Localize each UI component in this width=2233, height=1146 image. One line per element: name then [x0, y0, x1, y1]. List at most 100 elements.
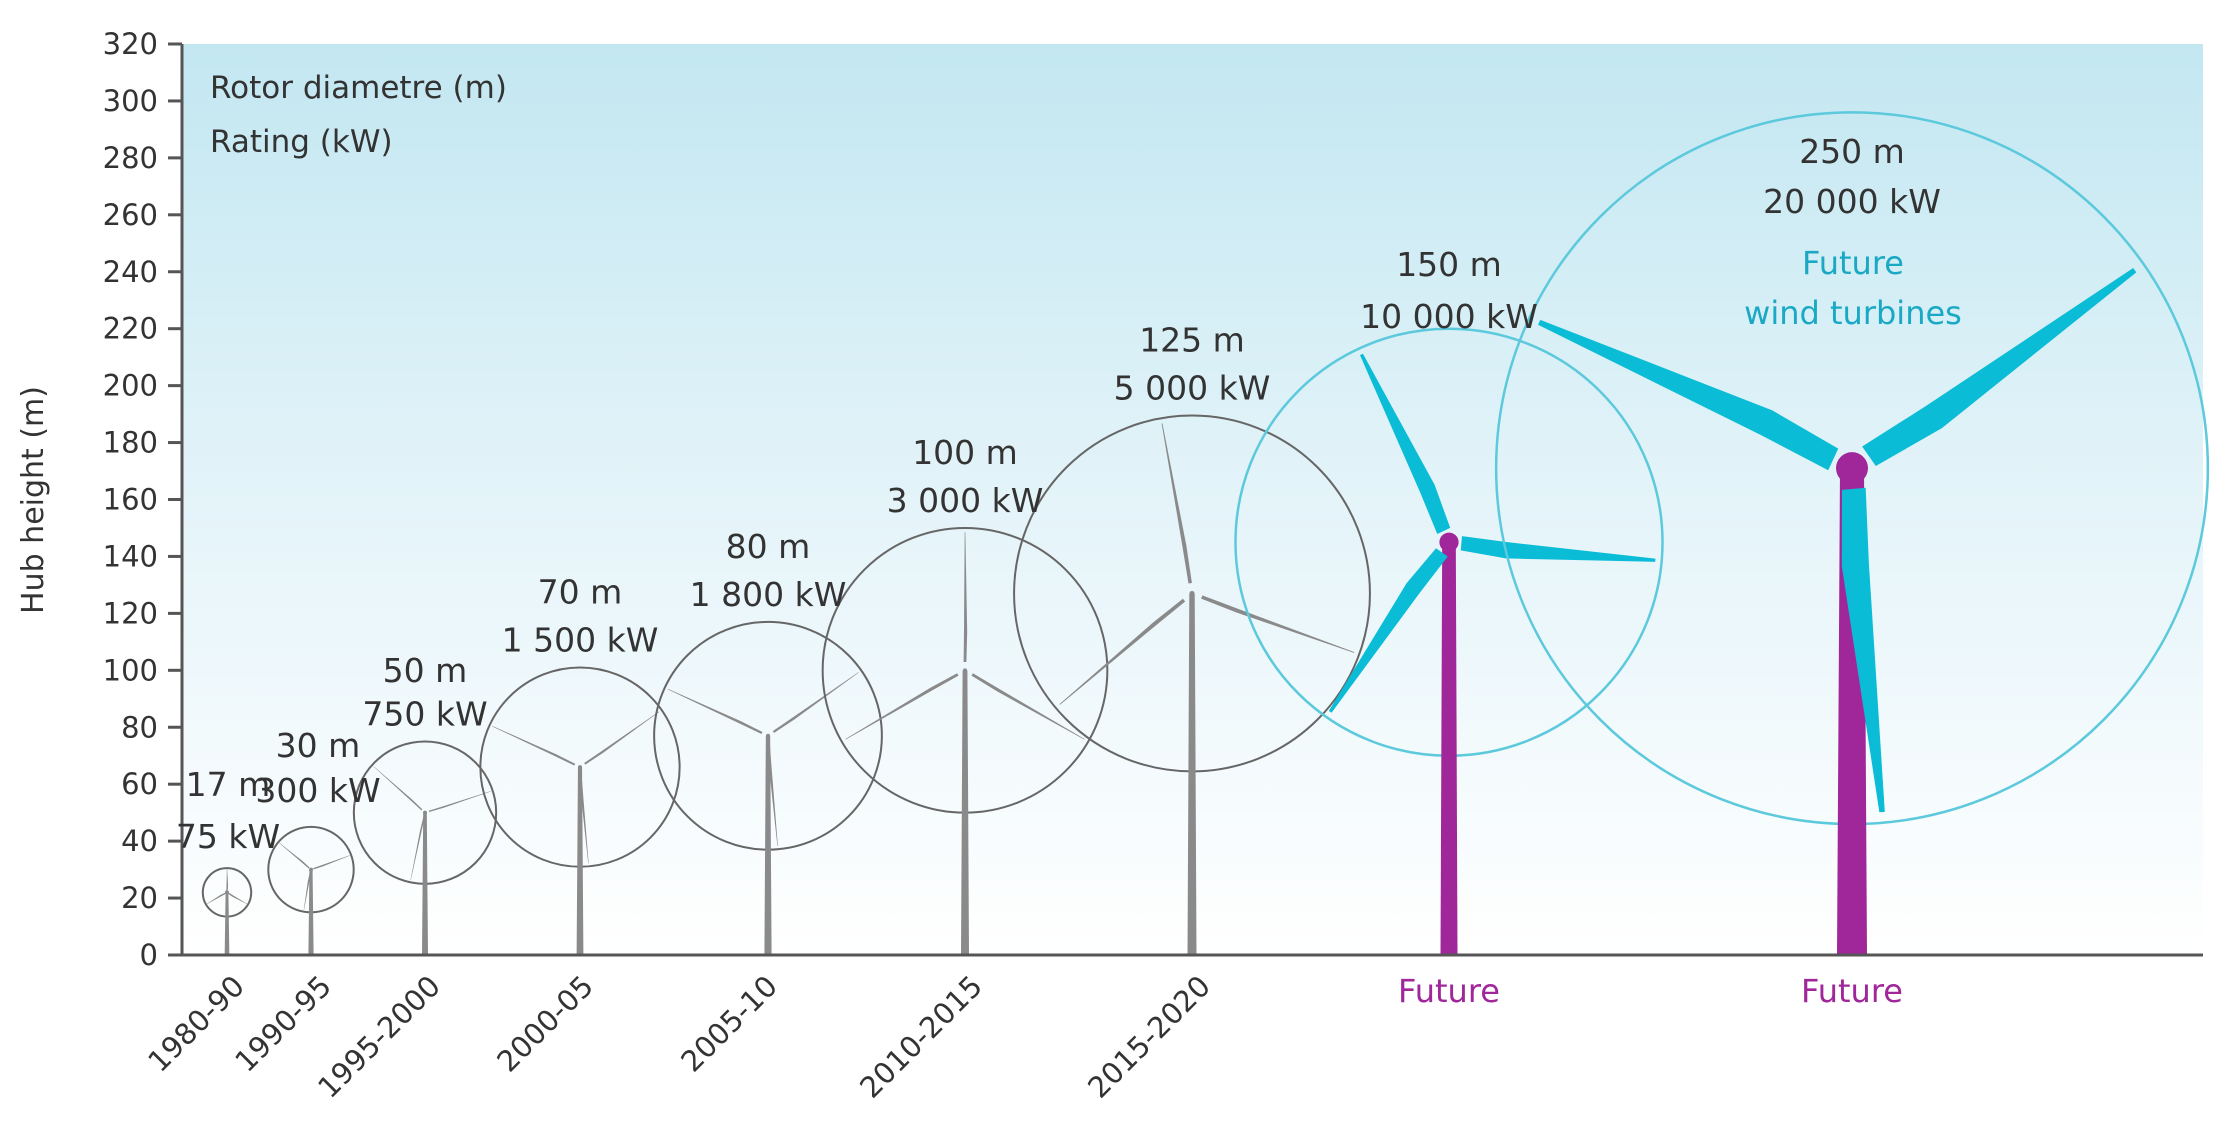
rating-label: 20 000 kW: [1763, 182, 1941, 221]
y-tick-label: 160: [103, 483, 158, 517]
turbine-hub: [1439, 532, 1459, 552]
x-label-future: Future: [1801, 972, 1903, 1010]
y-tick-label: 280: [103, 141, 158, 175]
turbine-tower: [764, 735, 772, 955]
turbine-tower: [1440, 542, 1458, 955]
turbine-blade: [579, 772, 589, 864]
turbine-hub: [578, 765, 582, 770]
rating-label: 75 kW: [176, 817, 280, 856]
turbine-tower: [224, 892, 230, 955]
turbine-blade: [767, 742, 778, 846]
y-tick-label: 80: [121, 710, 158, 744]
rating-label: 750 kW: [362, 694, 487, 733]
y-tick-label: 0: [140, 938, 158, 972]
turbine-1: [201, 867, 253, 955]
turbine-2: [267, 825, 355, 955]
y-tick-label: 300: [103, 84, 158, 118]
y-axis-title: Hub height (m): [16, 386, 51, 614]
rotor-diameter-label: 80 m: [726, 527, 811, 566]
rotor-diameter-label: 70 m: [538, 573, 623, 612]
turbine-blade: [373, 766, 423, 811]
turbine-blade: [1328, 548, 1448, 713]
rating-label: 5 000 kW: [1114, 369, 1271, 408]
y-tick-label: 260: [103, 198, 158, 232]
turbine-hub: [309, 867, 313, 872]
rotor-diameter-label: 250 m: [1799, 132, 1905, 171]
rating-label: 300 kW: [255, 771, 380, 810]
turbine-5: [653, 620, 883, 955]
turbine-blade: [963, 532, 968, 663]
turbine-8: [1234, 327, 1664, 955]
turbine-blade: [584, 711, 660, 765]
turbine-blade: [1201, 595, 1355, 653]
turbine-blade: [971, 673, 1085, 740]
turbine-hub: [1189, 590, 1195, 596]
y-tick-label: 240: [103, 255, 158, 289]
rotor-diameter-label: 50 m: [383, 651, 468, 690]
turbine-blade: [313, 855, 350, 870]
turbine-3: [352, 740, 498, 955]
y-tick-label: 40: [121, 824, 158, 858]
rotor-diameter-label: 100 m: [912, 433, 1018, 472]
turbine-7: [1013, 414, 1371, 955]
turbine-blade: [1862, 267, 2137, 467]
turbine-blade: [1059, 598, 1186, 705]
turbine-blade: [428, 791, 491, 813]
turbine-blade: [845, 673, 959, 740]
turbine-tower: [576, 767, 584, 955]
rating-label: 1 800 kW: [690, 575, 847, 614]
x-label-period: 2000-05: [490, 969, 600, 1079]
turbine-9: [1494, 111, 2210, 955]
turbine-blade: [1359, 353, 1451, 534]
rotor-diameter-label: 125 m: [1139, 321, 1245, 360]
turbine-hub: [225, 890, 229, 895]
turbine-hub: [963, 668, 967, 673]
y-tick-label: 140: [103, 539, 158, 573]
turbine-hub: [766, 733, 770, 738]
turbine-blade: [1841, 487, 1885, 813]
turbine-blade: [227, 892, 248, 905]
y-tick-label: 100: [103, 653, 158, 687]
y-tick-label: 120: [103, 596, 158, 630]
annotation-line-1: Future: [1802, 244, 1904, 282]
turbine-tower: [961, 670, 969, 955]
legend-rotor-diameter: Rotor diametre (m): [210, 70, 507, 106]
turbine-6: [821, 526, 1109, 955]
rotor-diameter-label: 17 m: [186, 765, 271, 804]
y-tick-label: 60: [121, 767, 158, 801]
turbine-hub: [1836, 452, 1868, 485]
y-tick-label: 180: [103, 426, 158, 460]
future-wind-turbines-annotation: Future wind turbines: [1744, 244, 1962, 332]
x-label-period: 2015-2020: [1081, 969, 1217, 1105]
rating-label: 3 000 kW: [887, 481, 1044, 520]
turbine-tower: [422, 812, 428, 955]
turbine-blade: [492, 726, 576, 766]
turbine-blade: [1538, 319, 1839, 471]
y-tick-label: 20: [121, 881, 158, 915]
turbine-labels: 17 m 75 kW 30 m 300 kW 50 m 750 kW 70 m 1 500 k…: [176, 132, 1941, 856]
x-label-future: Future: [1398, 972, 1500, 1010]
turbine-blade: [772, 672, 859, 733]
turbines-layer: [201, 111, 2210, 955]
rotor-diameter-label: 150 m: [1396, 245, 1502, 284]
turbine-blade: [1460, 536, 1656, 562]
rating-label: 10 000 kW: [1360, 297, 1538, 336]
y-tick-label: 220: [103, 312, 158, 346]
turbine-blade: [667, 688, 763, 735]
turbine-blade: [410, 816, 425, 881]
turbine-4: [479, 666, 681, 955]
y-tick-label: 320: [103, 27, 158, 61]
legend-rating: Rating (kW): [210, 124, 393, 160]
turbine-tower: [1187, 593, 1197, 955]
x-label-period: 1990-95: [228, 969, 338, 1079]
x-label-period: 2010-2015: [853, 969, 989, 1105]
turbine-blade: [1161, 423, 1192, 584]
turbine-blade: [206, 892, 227, 905]
turbine-hub: [423, 810, 427, 815]
turbine-blade: [303, 871, 312, 911]
turbine-blade: [226, 868, 229, 891]
rotor-diameter-label: 30 m: [276, 726, 361, 765]
y-tick-label: 200: [103, 369, 158, 403]
